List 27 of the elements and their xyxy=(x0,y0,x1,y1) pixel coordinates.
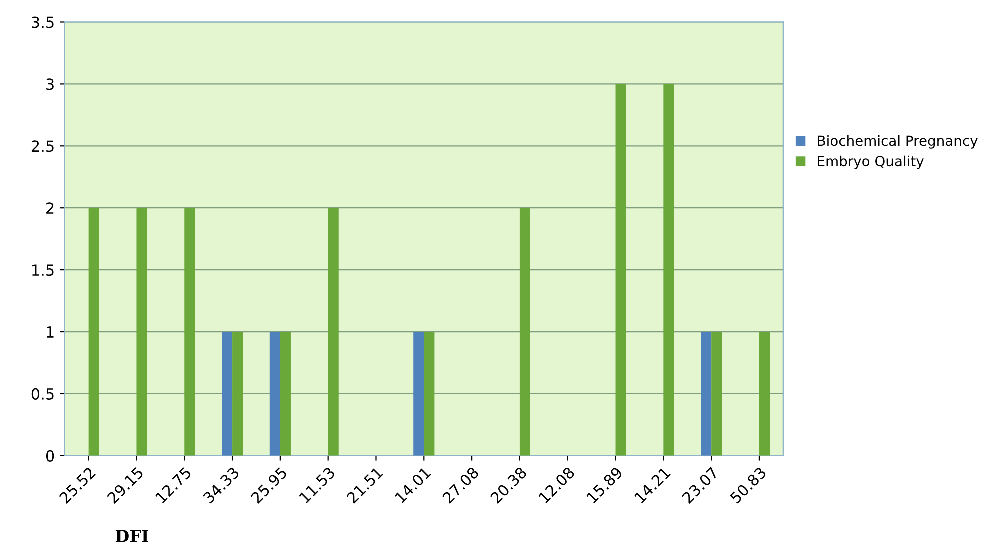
bar xyxy=(414,332,424,456)
bar xyxy=(232,332,244,456)
bar xyxy=(88,208,100,456)
bar xyxy=(712,332,722,456)
bar xyxy=(136,208,148,456)
bar xyxy=(664,84,674,456)
bar xyxy=(701,332,712,456)
y-tick-label: 2 xyxy=(46,202,54,214)
legend-label: Embryo Quality xyxy=(818,156,924,170)
y-tick-label: 0.5 xyxy=(32,388,54,400)
bar xyxy=(520,208,530,456)
bar xyxy=(759,332,770,456)
bar xyxy=(270,332,280,456)
bar xyxy=(280,332,291,456)
y-tick-label: 1 xyxy=(47,326,54,338)
bar xyxy=(222,332,233,456)
bar xyxy=(424,332,435,456)
y-tick-label: 0 xyxy=(46,450,54,462)
legend-label: Biochemical Pregnancy xyxy=(818,135,978,149)
bar xyxy=(328,208,339,456)
y-tick-label: 1.5 xyxy=(32,264,54,276)
bar xyxy=(184,208,196,456)
y-tick-label: 2.5 xyxy=(32,140,54,152)
bar xyxy=(616,84,626,456)
y-tick-label: 3 xyxy=(46,78,54,90)
x-axis-title: DFI xyxy=(116,530,148,542)
y-tick-label: 3.5 xyxy=(32,16,54,28)
